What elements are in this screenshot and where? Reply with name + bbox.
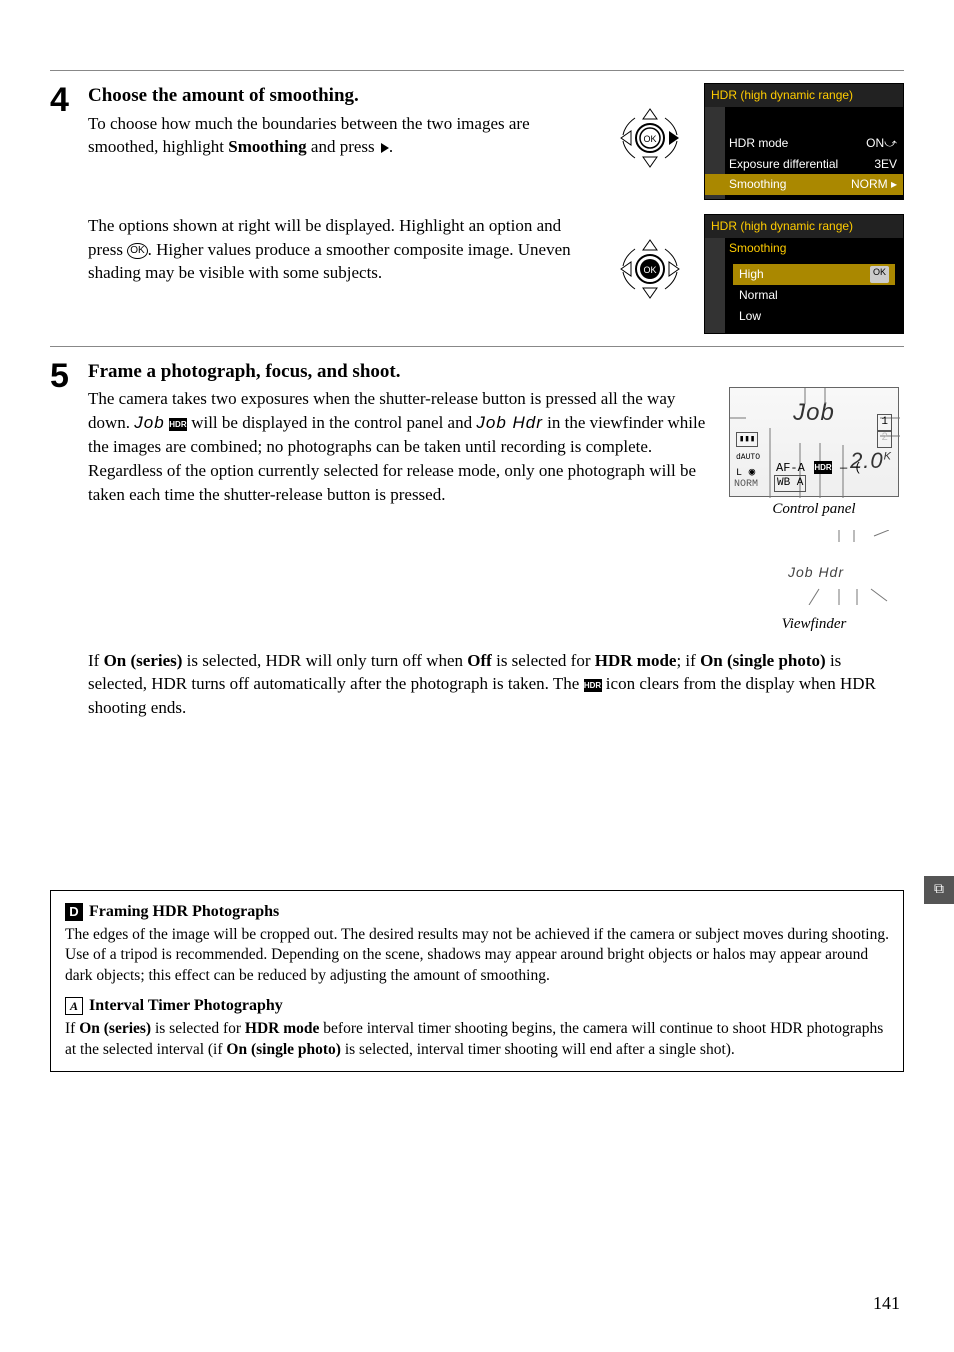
- step5-title: Frame a photograph, focus, and shoot.: [88, 359, 904, 386]
- control-panel-caption: Control panel: [772, 499, 855, 520]
- step4-p2-post: . Higher values produce a smoother compo…: [88, 240, 571, 283]
- step4-p1-post: and press: [307, 137, 379, 156]
- step5-para2: If On (series) is selected, HDR will onl…: [88, 649, 904, 720]
- step-number-4: 4: [50, 83, 88, 117]
- opt-normal: Normal: [733, 285, 895, 306]
- hdr-subtitle: Smoothing: [705, 238, 903, 259]
- panel-norm: NORM: [734, 478, 758, 492]
- hdr-title-1: HDR (high dynamic range): [705, 84, 903, 107]
- step5-row: The camera takes two exposures when the …: [88, 387, 904, 634]
- panel-card1-icon: 1: [877, 414, 892, 431]
- hdr-title-2: HDR (high dynamic range): [705, 215, 903, 238]
- step-number-5: 5: [50, 359, 88, 393]
- page-number: 141: [873, 1291, 900, 1316]
- hdr-menu-screenshot-1: HDR (high dynamic range) HDR mode ON⤻ Ex…: [704, 83, 904, 200]
- step-5: 5 Frame a photograph, focus, and shoot. …: [50, 359, 904, 720]
- hdr-inline-icon: HDR: [584, 679, 602, 692]
- opt-high: High OK: [733, 264, 895, 285]
- ok-badge: OK: [870, 266, 889, 283]
- job-hdr-text: Job Hdr: [476, 413, 543, 432]
- warning-icon: D: [65, 903, 83, 921]
- info-heading-1: D Framing HDR Photographs: [65, 901, 889, 923]
- step4-row1: Choose the amount of smoothing. To choos…: [88, 83, 904, 200]
- vf-text: Job Hdr: [778, 559, 850, 587]
- svg-text:OK: OK: [643, 265, 656, 275]
- info-p2: If On (series) is selected for HDR mode …: [65, 1019, 889, 1061]
- step4-row2: The options shown at right will be displ…: [88, 214, 904, 334]
- note-icon: A: [65, 997, 83, 1015]
- info-p1: The edges of the image will be cropped o…: [65, 925, 889, 988]
- step-4: 4 Choose the amount of smoothing. To cho…: [50, 83, 904, 334]
- control-panel-diagram: Job ▮▮▮ 1 2 dAUTO L ◉ AF-A HDR 2.0K — (: [729, 387, 899, 497]
- step-4-body: Choose the amount of smoothing. To choos…: [88, 83, 904, 334]
- step4-para1: To choose how much the boundaries betwee…: [88, 112, 596, 160]
- info-heading-2: A Interval Timer Photography: [65, 995, 889, 1017]
- viewfinder-caption: Viewfinder: [729, 614, 899, 635]
- hdr-menu-screenshot-2: HDR (high dynamic range) Smoothing High …: [704, 214, 904, 334]
- right-arrow-icon: [379, 137, 389, 156]
- divider-top: [50, 70, 904, 71]
- info-box: D Framing HDR Photographs The edges of t…: [50, 890, 904, 1072]
- hdr-row-smoothing: Smoothing NORM ▸: [705, 174, 903, 195]
- panel-battery-icon: ▮▮▮: [736, 432, 758, 447]
- step5-para1: The camera takes two exposures when the …: [88, 387, 710, 506]
- job-text: Job: [134, 413, 164, 432]
- step4-para2: The options shown at right will be displ…: [88, 214, 596, 285]
- panel-meter-icon: ◉: [749, 467, 756, 479]
- hdr-row-mode: HDR mode ON⤻: [705, 133, 903, 154]
- viewfinder-diagram: Job Hdr Viewfinder: [729, 530, 899, 634]
- ok-button-icon: OK: [127, 243, 147, 259]
- panel-wb: WB A: [774, 475, 806, 492]
- svg-text:OK: OK: [643, 134, 656, 144]
- multi-selector-icon: OK: [615, 103, 685, 173]
- hdr-row-exposure: Exposure differential 3EV: [705, 154, 903, 175]
- step4-title: Choose the amount of smoothing.: [88, 83, 596, 110]
- step4-p1-bold: Smoothing: [228, 137, 306, 156]
- hdr-icon: HDR: [169, 418, 187, 431]
- divider-mid: [50, 346, 904, 347]
- side-tab-icon: ⧉: [924, 876, 954, 904]
- panel-hdr-icon: HDR: [814, 461, 832, 474]
- opt-low: Low: [733, 306, 895, 327]
- multi-selector-ok-icon: OK: [615, 234, 685, 304]
